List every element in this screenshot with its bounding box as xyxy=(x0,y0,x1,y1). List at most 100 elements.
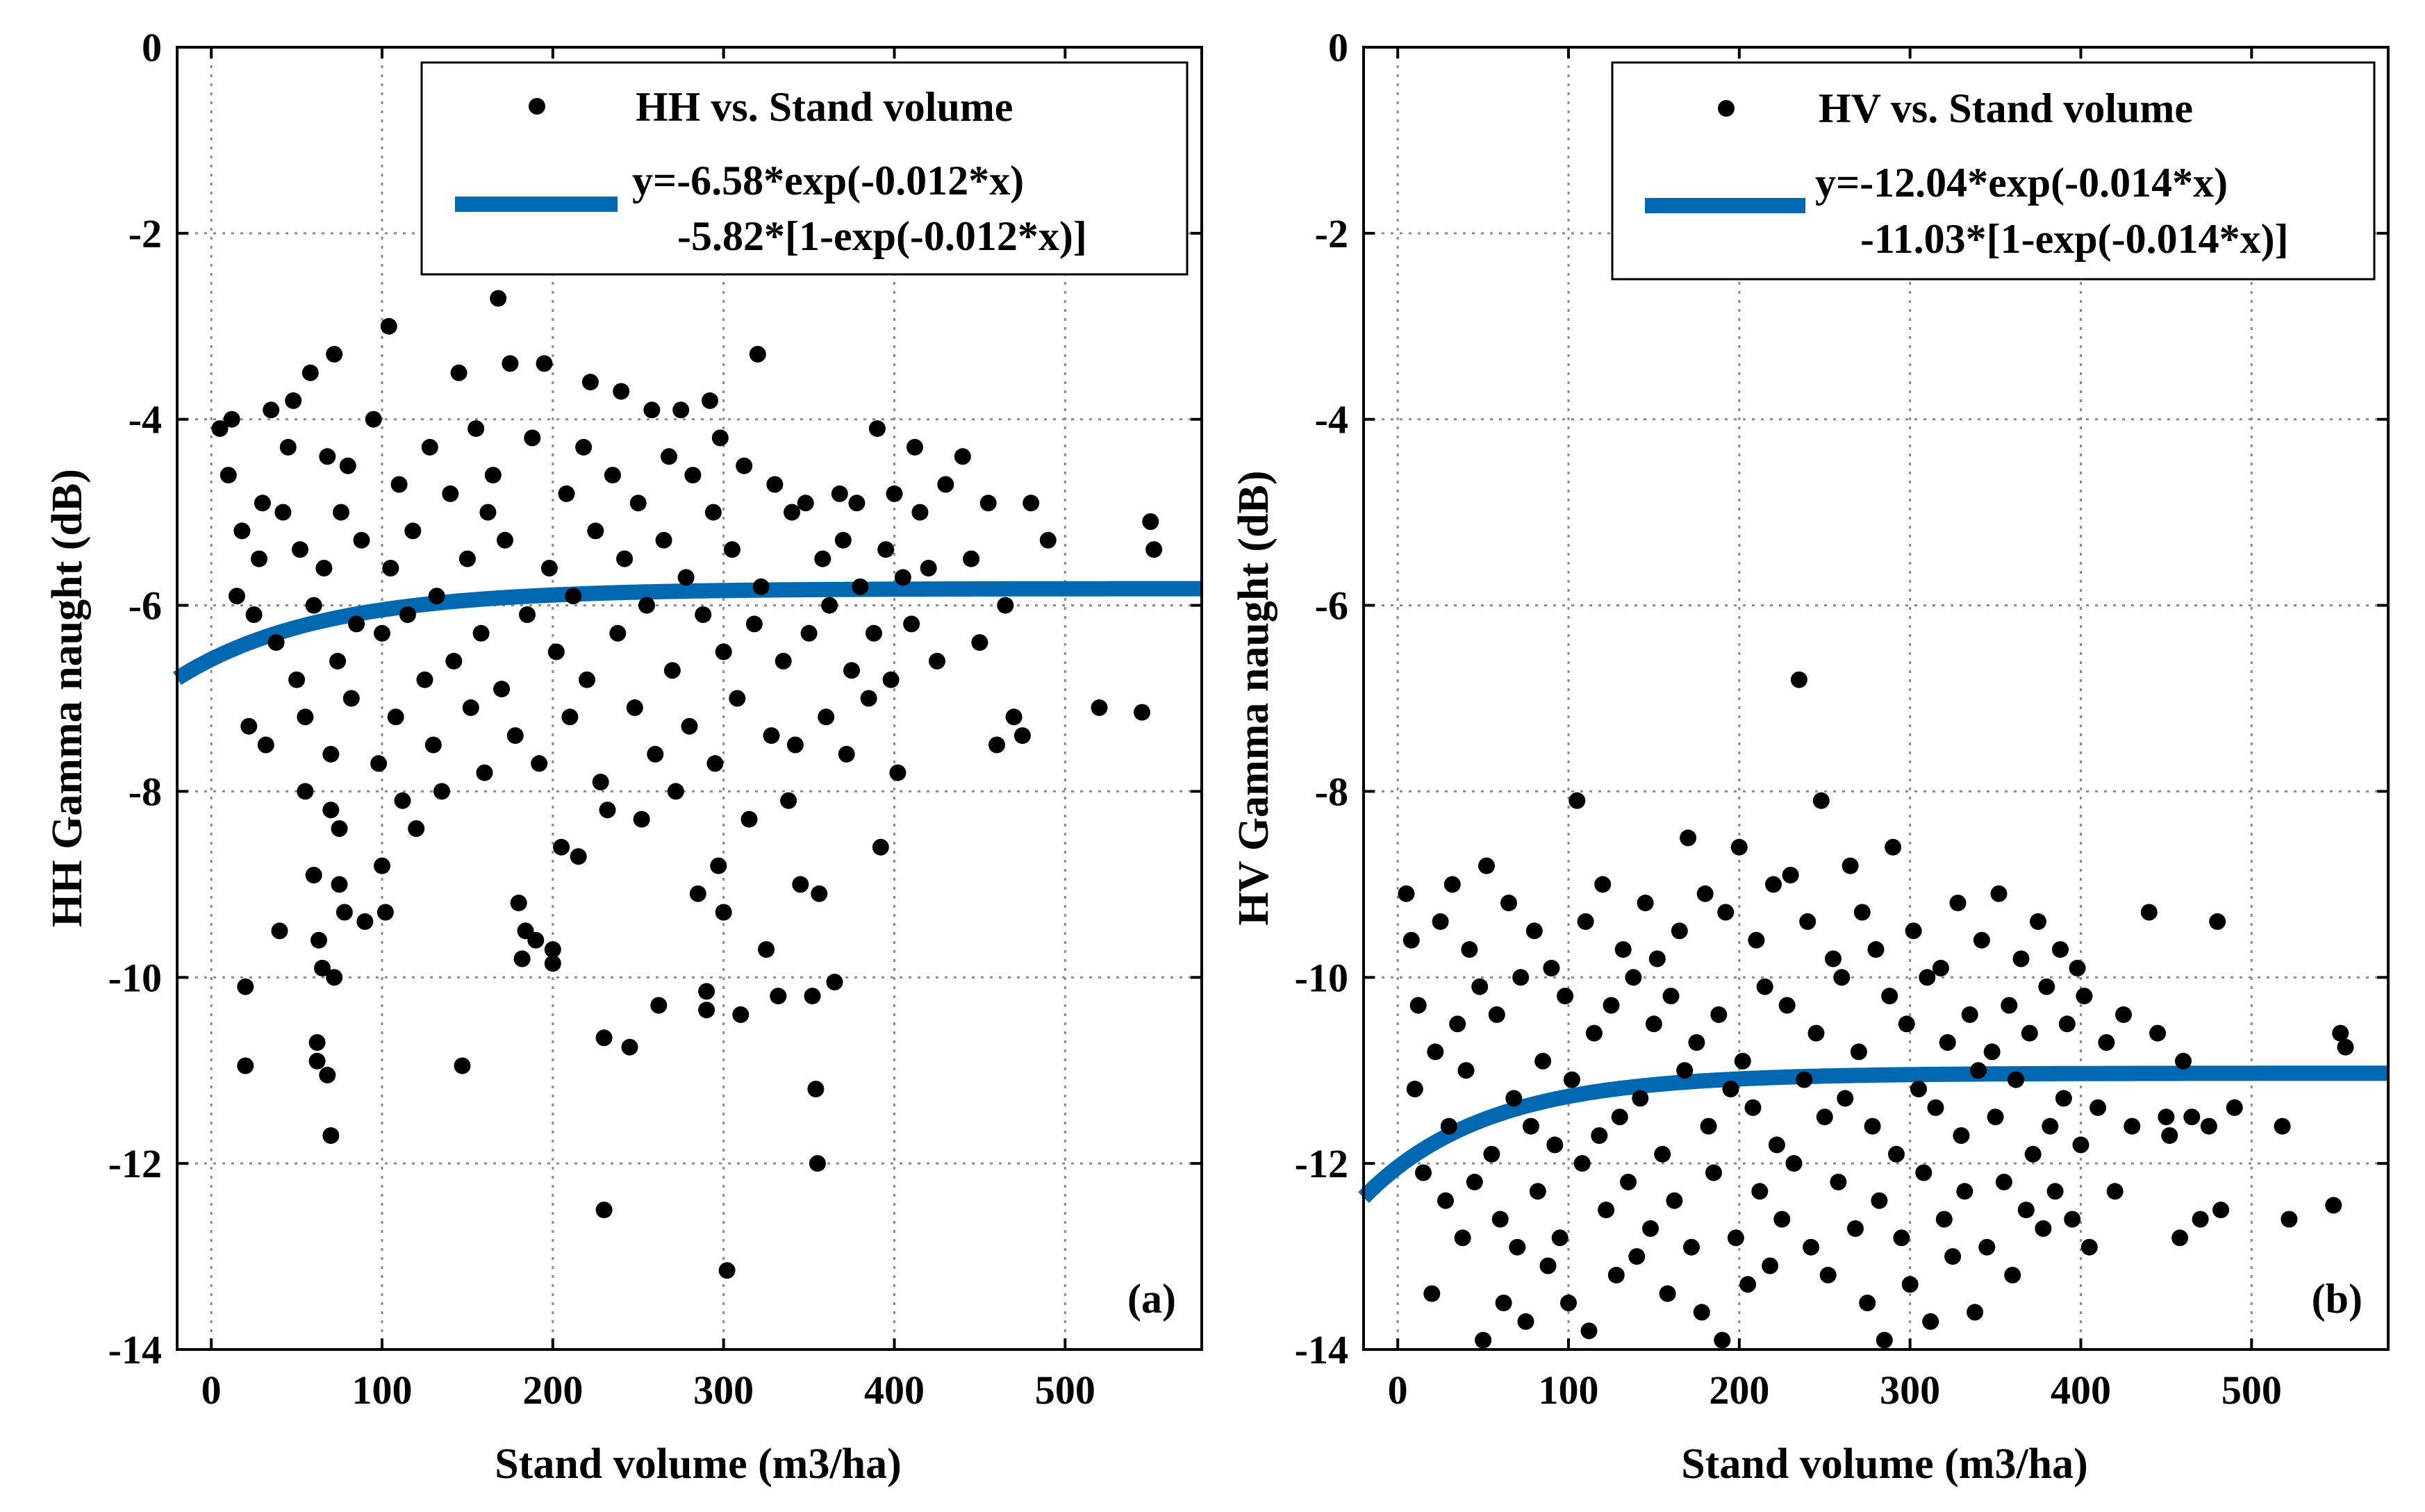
panel-a-point-135 xyxy=(715,904,732,921)
panel-b-point-71 xyxy=(1705,1164,1722,1181)
panel-a-point-196 xyxy=(1091,699,1108,716)
panel-a-point-180 xyxy=(903,615,920,633)
panel-a-point-2 xyxy=(223,410,240,428)
panel-b-point-83 xyxy=(1756,978,1773,995)
panel-a-point-151 xyxy=(780,792,797,809)
panel-a-point-71 xyxy=(467,420,485,438)
panel-a-point-53 xyxy=(382,560,399,576)
panel-b-x-axis-label: Stand volume (m3/ha) xyxy=(1681,1440,2088,1488)
panel-b-point-7 xyxy=(1432,913,1449,930)
panel-b-point-8 xyxy=(1437,1192,1454,1209)
panel-a-point-21 xyxy=(297,708,314,726)
panel-a-point-125 xyxy=(684,467,702,484)
panel-b-point-37 xyxy=(1560,1295,1577,1311)
panel-a-point-75 xyxy=(484,467,502,484)
panel-a-point-106 xyxy=(604,467,621,484)
panel-a-fit-layer xyxy=(173,581,1202,686)
panel-b-point-80 xyxy=(1744,1099,1762,1116)
panel-b-point-87 xyxy=(1773,1211,1791,1228)
panel-a-xtick-label-0: 0 xyxy=(201,1368,222,1413)
panel-a-point-148 xyxy=(766,476,784,493)
panel-a-point-197 xyxy=(1134,704,1150,721)
panel-b-point-27 xyxy=(1517,1313,1534,1330)
panel-b-point-164 xyxy=(2124,1118,2141,1135)
panel-b-point-50 xyxy=(1614,941,1632,958)
panel-a-point-57 xyxy=(399,606,416,623)
panel-a-point-76 xyxy=(490,290,507,307)
panel-a-point-155 xyxy=(797,495,814,512)
panel-b-point-70 xyxy=(1700,1118,1717,1135)
panel-a-point-174 xyxy=(872,838,889,856)
panel-b-point-3 xyxy=(1409,997,1427,1014)
panel-b-point-12 xyxy=(1454,1229,1471,1247)
panel-a-point-158 xyxy=(807,1081,825,1097)
panel-b-point-35 xyxy=(1551,1229,1569,1247)
panel-b-axes-frame xyxy=(1362,46,2390,1351)
panel-a-point-144 xyxy=(749,346,766,363)
panel-a-point-172 xyxy=(866,624,882,642)
panel-a-point-84 xyxy=(519,606,536,623)
panel-a-point-181 xyxy=(907,438,923,456)
panel-b-y-axis-label: HV Gamma naught (dB) xyxy=(1230,470,1277,925)
panel-b-point-61 xyxy=(1662,988,1680,1005)
panel-b-chart: 0 100 200 300 400 500 0 -2 -4 -6 -8 -10 -12 -14 HV vs… xyxy=(1230,25,2390,1488)
panel-b-point-64 xyxy=(1676,1062,1694,1079)
panel-a-point-22 xyxy=(301,364,319,381)
panel-a-point-29 xyxy=(315,560,333,576)
panel-a-point-30 xyxy=(319,448,336,465)
panel-b-point-143 xyxy=(2012,950,2030,967)
panel-b-point-14 xyxy=(1461,941,1478,958)
panel-b-point-56 xyxy=(1642,1220,1659,1237)
panel-b-point-163 xyxy=(2115,1006,2132,1023)
panel-a-ytick-label-6: -12 xyxy=(108,1141,162,1186)
panel-a-point-66 xyxy=(445,652,463,670)
panel-a-point-1 xyxy=(220,467,237,484)
panel-a-point-87 xyxy=(531,755,548,772)
panel-a-point-89 xyxy=(540,560,558,576)
panel-b-point-25 xyxy=(1509,1238,1526,1256)
panel-a-points xyxy=(211,290,1163,1279)
panel-b-point-98 xyxy=(1819,1266,1837,1283)
panel-b-ytick-label-0: 0 xyxy=(1328,25,1348,70)
panel-a-point-109 xyxy=(616,550,634,567)
panel-b-point-149 xyxy=(2038,978,2055,995)
panel-a-point-154 xyxy=(792,876,809,893)
panel-a-point-107 xyxy=(609,624,627,642)
panel-a-point-61 xyxy=(421,438,438,456)
panel-a-point-186 xyxy=(954,448,971,465)
panel-b-point-175 xyxy=(2212,1202,2230,1219)
panel-a-point-90 xyxy=(544,941,561,958)
panel-b-point-180 xyxy=(2332,1024,2349,1042)
panel-a-point-120 xyxy=(663,662,681,679)
panel-b-ytick-label-4: -8 xyxy=(1315,769,1348,814)
panel-a-point-45 xyxy=(353,531,370,549)
panel-a-point-48 xyxy=(370,755,388,772)
panel-b-point-10 xyxy=(1443,876,1461,893)
panel-a-point-14 xyxy=(271,922,288,940)
panel-a-point-113 xyxy=(633,811,650,828)
panel-a-point-131 xyxy=(704,504,722,521)
panel-b-point-159 xyxy=(2080,1238,2098,1256)
panel-a-point-103 xyxy=(595,1029,613,1047)
panel-a-point-118 xyxy=(655,531,672,549)
panel-a-point-142 xyxy=(740,811,758,828)
panel-a-point-108 xyxy=(613,383,630,400)
panel-a-point-64 xyxy=(433,783,450,800)
panel-a-point-160 xyxy=(811,885,828,902)
panel-a-point-136 xyxy=(715,643,732,661)
panel-a-point-102 xyxy=(592,774,609,790)
panel-b-point-44 xyxy=(1591,1127,1608,1144)
panel-b-point-110 xyxy=(1871,1192,1888,1209)
panel-b-point-140 xyxy=(2001,997,2018,1014)
panel-a-point-166 xyxy=(834,531,852,549)
panel-a-point-104 xyxy=(595,1202,613,1219)
panel-b-point-178 xyxy=(2281,1211,2298,1228)
panel-a-point-138 xyxy=(724,541,740,558)
panel-b-point-100 xyxy=(1830,1173,1847,1190)
panel-a-point-74 xyxy=(479,504,497,521)
panel-a-point-0 xyxy=(211,420,229,438)
panel-a-point-59 xyxy=(408,820,425,837)
panel-a-point-178 xyxy=(889,764,907,781)
panel-a-point-11 xyxy=(257,736,274,754)
panel-b-tag: (b) xyxy=(2312,1276,2362,1322)
